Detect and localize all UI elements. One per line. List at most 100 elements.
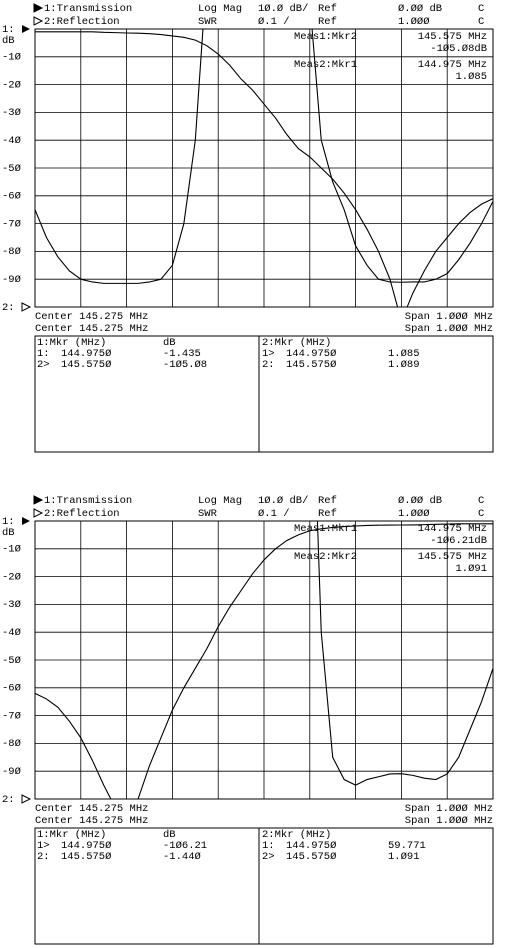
table-cell: 144.975Ø: [61, 840, 111, 852]
y-tick-label: -8Ø: [2, 738, 21, 750]
y-tick-label: 1:: [2, 24, 15, 36]
channel-name: 2:Reflection: [44, 16, 120, 28]
center-freq: Center 145.275 MHz: [35, 803, 148, 815]
channel-scale: 1Ø.Ø dB/: [258, 495, 308, 507]
table-cell: 1>: [37, 840, 50, 852]
channel-scale: Ref: [318, 495, 337, 507]
y-tick-label: -3Ø: [2, 599, 21, 611]
y-tick-label: -8Ø: [2, 246, 21, 258]
table-cell: 145.575Ø: [286, 359, 336, 371]
meas-value: 1.Ø91: [455, 563, 487, 575]
table-cell: 144.975Ø: [286, 348, 336, 360]
table-cell: 145.575Ø: [61, 851, 111, 863]
meas-value: -1Ø5.Ø8dB: [430, 43, 487, 55]
channel-arrow: [33, 16, 44, 26]
trace: [316, 521, 493, 786]
panel: 1:Transmission Log Mag 1Ø.Ø dB/Ref Ø.ØØ dB C…: [2, 495, 494, 945]
trace: [35, 523, 493, 799]
table-cell: 1>: [262, 348, 275, 360]
y-tick-label: -9Ø: [2, 274, 21, 286]
channel-arrow: [33, 495, 44, 505]
channel-scale: Ref: [318, 3, 337, 15]
table-cell: 2>: [262, 851, 275, 863]
table-cell: 1.Ø85: [388, 348, 420, 360]
meas-value: -1Ø6.21dB: [430, 535, 487, 547]
channel-scale: Log Mag: [198, 3, 242, 15]
meas-label: Meas2:Mkr2: [294, 551, 357, 563]
y-tick-label: 2:: [2, 302, 15, 314]
y-tick-label: 1:: [2, 516, 15, 528]
table-header: 1:Mkr (MHz): [37, 829, 106, 841]
span-freq: Span 1.ØØØ MHz: [405, 803, 493, 815]
y-tick-label: -7Ø: [2, 218, 21, 230]
span-freq: Span 1.ØØØ MHz: [405, 815, 493, 827]
y-tick-label: -4Ø: [2, 135, 21, 147]
channel-scale: SWR: [198, 508, 218, 520]
table-header: 2:Mkr (MHz): [262, 829, 331, 841]
channel-name: 1:Transmission: [44, 3, 132, 15]
y-tick-label: -5Ø: [2, 163, 21, 175]
table-cell: -1.435: [163, 348, 201, 360]
meas-label: Meas1:Mkr2: [294, 31, 357, 43]
table-cell: 2:: [37, 851, 50, 863]
trace: [35, 31, 493, 307]
table-cell: 2>: [37, 359, 50, 371]
y-tick-label: -4Ø: [2, 627, 21, 639]
table-cell: 144.975Ø: [61, 348, 111, 360]
channel-scale: C: [478, 16, 484, 28]
channel-scale: C: [478, 508, 484, 520]
channel-scale: C: [478, 495, 484, 507]
table-cell: 145.575Ø: [61, 359, 111, 371]
channel-scale: 1Ø.Ø dB/: [258, 3, 308, 15]
channel-scale: Ref: [318, 508, 337, 520]
center-freq: Center 145.275 MHz: [35, 323, 148, 335]
channel-arrow: [33, 508, 44, 518]
marker-table: [34, 335, 494, 453]
meas-value: 145.575 MHz: [418, 31, 487, 43]
channel-scale: C: [478, 3, 484, 15]
table-cell: -1Ø6.21: [163, 840, 207, 852]
meas-value: 1.Ø85: [455, 71, 487, 83]
meas-value: 145.575 MHz: [418, 551, 487, 563]
channel-scale: Ref: [318, 16, 337, 28]
channel-scale: Ø.1 /: [258, 508, 290, 520]
table-cell: 1.Ø89: [388, 359, 420, 371]
channel-scale: 1.ØØØ: [398, 508, 430, 520]
channel-name: 1:Transmission: [44, 495, 132, 507]
y-tick-label: -5Ø: [2, 655, 21, 667]
y-tick-label: -9Ø: [2, 766, 21, 778]
ref-arrow: [21, 794, 32, 804]
channel-scale: 1.ØØØ: [398, 16, 430, 28]
y-tick-label: -7Ø: [2, 710, 21, 722]
meas-value: 144.975 MHz: [418, 523, 487, 535]
y-tick-label: -1Ø: [2, 544, 21, 556]
channel-scale: Ø.ØØ dB: [398, 3, 442, 15]
table-cell: -1.44Ø: [163, 851, 201, 863]
meas-label: Meas2:Mkr1: [294, 59, 357, 71]
table-cell: 1:: [262, 840, 275, 852]
span-freq: Span 1.ØØØ MHz: [405, 311, 493, 323]
channel-scale: SWR: [198, 16, 218, 28]
y-unit: dB: [2, 35, 15, 47]
channel-scale: Ø.1 /: [258, 16, 290, 28]
center-freq: Center 145.275 MHz: [35, 815, 148, 827]
table-cell: 144.975Ø: [286, 840, 336, 852]
table-header: 1:Mkr (MHz): [37, 337, 106, 349]
channel-arrow: [33, 3, 44, 13]
table-cell: 1.Ø91: [388, 851, 420, 863]
trace: [35, 29, 493, 284]
channel-name: 2:Reflection: [44, 508, 120, 520]
table-cell: -1Ø5.Ø8: [163, 359, 207, 371]
table-cell: 59.771: [388, 840, 426, 852]
table-cell: 2:: [262, 359, 275, 371]
span-freq: Span 1.ØØØ MHz: [405, 323, 493, 335]
panel: 1:Transmission Log Mag 1Ø.Ø dB/Ref Ø.ØØ dB C…: [2, 3, 494, 453]
y-tick-label: -3Ø: [2, 107, 21, 119]
y-tick-label: -2Ø: [2, 79, 21, 91]
table-header: dB: [163, 337, 176, 349]
channel-scale: Log Mag: [198, 495, 242, 507]
y-tick-label: -6Ø: [2, 191, 21, 203]
y-tick-label: 2:: [2, 794, 15, 806]
table-header: 2:Mkr (MHz): [262, 337, 331, 349]
